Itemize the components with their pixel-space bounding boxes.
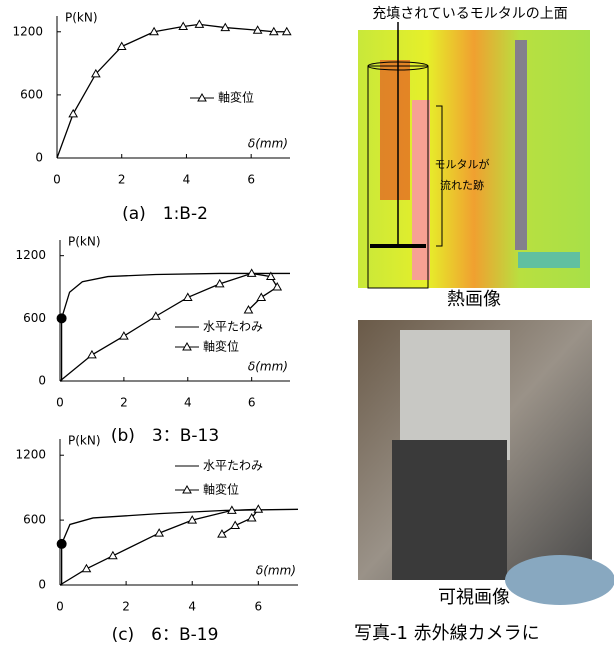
y-tick-label: 1200 [15,248,46,262]
x-axis-label: δ(mm) [256,564,296,578]
x-tick-label: 4 [183,173,191,187]
y-tick-label: 1200 [15,448,46,462]
y-tick-label: 600 [23,311,46,325]
y-axis-label: P(kN) [65,11,98,25]
thermal-label: 熱画像 [447,289,501,310]
y-tick-label: 0 [38,578,46,592]
legend-label: 軸変位 [203,339,239,354]
y-tick-label: 0 [38,374,46,388]
x-tick-label: 6 [255,600,263,614]
x-tick-label: 6 [247,173,255,187]
y-tick-label: 1200 [12,24,43,38]
legend-label: 水平たわみ [203,459,263,473]
scale-box [518,252,580,268]
data-point [195,20,203,27]
hot-area [412,100,430,280]
legend-label: 軸変位 [218,90,254,105]
legend-label: 水平たわみ [203,320,263,334]
chart-caption: (a) 1:B-2 [122,204,208,224]
x-tick-label: 2 [118,173,126,187]
thermal-top-label: 充填されているモルタルの上面 [372,6,568,22]
x-tick-label: 2 [122,600,130,614]
y-tick-label: 0 [35,151,43,165]
y-tick-label: 600 [23,513,46,527]
x-axis-label: δ(mm) [248,137,288,151]
x-tick-label: 4 [188,600,196,614]
hot-area [380,60,410,200]
trace-label: 流れた跡 [440,178,484,192]
y-axis-label: P(kN) [68,235,101,249]
person [392,440,507,580]
load-point [57,539,67,549]
data-point [120,332,128,339]
data-point [88,351,96,358]
visible-label: 可視画像 [438,587,510,608]
data-point [152,312,160,319]
x-tick-label: 4 [184,396,192,410]
y-tick-label: 600 [20,87,43,101]
trace-label: モルタルが [435,157,490,171]
data-point [273,283,281,290]
data-point [218,530,226,537]
data-line [60,509,258,585]
y-axis-label: P(kN) [68,434,101,448]
bucket [505,555,614,605]
figure-caption: 写真-1 赤外線カメラに [354,623,540,644]
data-point [257,293,265,300]
data-point [231,522,239,529]
scale-bar [515,40,527,250]
chart-caption: (c) 6：B-19 [112,625,219,645]
data-point [109,552,117,559]
x-tick-label: 6 [248,396,256,410]
data-point [69,110,77,117]
figure: 充填されているモルタルの上面 モルタルが 流れた跡 熱画像 可視画像 写真-1 … [0,0,614,648]
x-tick-label: 2 [120,396,128,410]
page: 充填されているモルタルの上面 モルタルが 流れた跡 熱画像 可視画像 写真-1 … [0,0,614,652]
data-point [82,565,90,572]
legend-label: 軸変位 [203,482,239,497]
x-axis-label: δ(mm) [248,360,288,374]
chart-caption: (b) 3：B-13 [111,426,219,446]
load-point [57,313,67,323]
x-tick-label: 0 [56,600,64,614]
x-tick-label: 0 [53,173,61,187]
x-tick-label: 0 [56,396,64,410]
data-point [118,43,126,50]
